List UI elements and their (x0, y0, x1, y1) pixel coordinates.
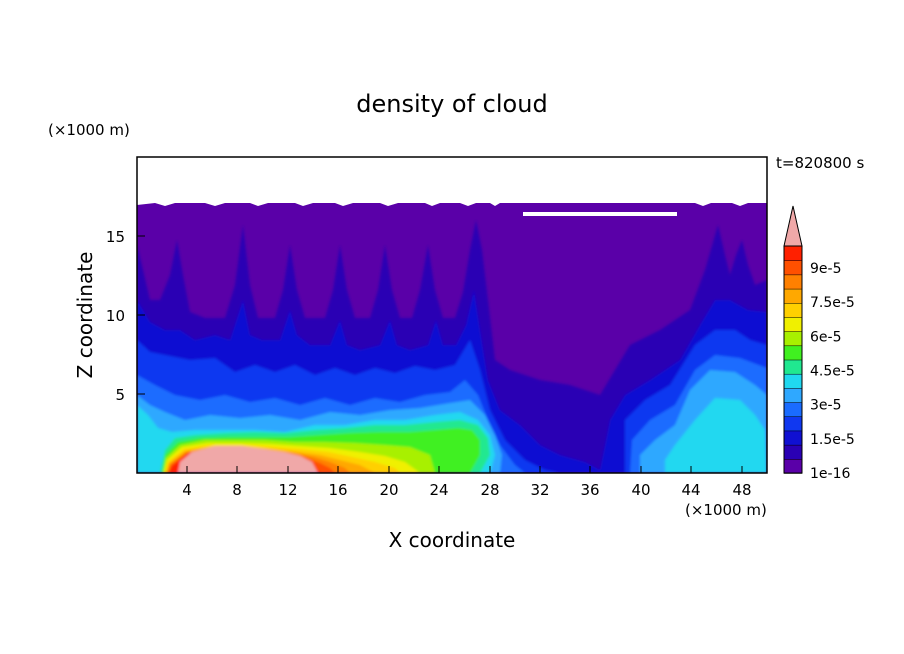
colorbar-swatch (783, 288, 803, 304)
x-tick-label: 32 (530, 481, 549, 499)
colorbar-swatch (783, 316, 803, 332)
x-tick-label: 12 (278, 481, 297, 499)
time-label: t=820800 s (776, 154, 864, 172)
x-tick-label: 36 (580, 481, 599, 499)
colorbar-label: 7.5e-5 (810, 295, 855, 311)
x-tick-label: 40 (631, 481, 650, 499)
chart-title: density of cloud (356, 90, 547, 118)
x-tick-label: 48 (732, 481, 751, 499)
colorbar-swatch (783, 245, 803, 261)
colorbar-swatch (783, 416, 803, 432)
colorbar-label: 4.5e-5 (810, 364, 855, 380)
colorbar-swatch (783, 444, 803, 460)
colorbar-label: 1e-16 (810, 466, 850, 482)
y-tick-label: 15 (106, 228, 125, 246)
colorbar-swatch (783, 458, 803, 474)
colorbar-swatch (783, 430, 803, 446)
colorbar-swatch (783, 259, 803, 276)
colorbar-swatch (783, 401, 803, 417)
x-tick-label: 16 (328, 481, 347, 499)
y-unit-label: (×1000 m) (48, 121, 130, 139)
y-tick-labels: 5 10 15 (106, 228, 125, 404)
colorbar-label: 6e-5 (810, 329, 841, 345)
x-tick-label: 24 (429, 481, 448, 499)
colorbar-swatch (783, 274, 803, 290)
colorbar-swatch (783, 387, 803, 403)
x-tick-label: 20 (379, 481, 398, 499)
y-tick-label: 10 (106, 307, 125, 325)
colorbar-label: 3e-5 (810, 398, 841, 414)
contour-gap-line (523, 212, 677, 216)
colorbar-swatch (783, 373, 803, 389)
x-tick-labels: 4 8 12 16 20 24 28 32 36 40 44 48 (182, 481, 751, 499)
x-tick-label: 8 (232, 481, 242, 499)
colorbar: 1e-16 1.5e-5 3e-5 4.5e-5 6e-5 7.5e-5 9e-5 (783, 205, 855, 482)
colorbar-swatch (783, 359, 803, 375)
colorbar-swatch (783, 330, 803, 347)
colorbar-labels: 1e-16 1.5e-5 3e-5 4.5e-5 6e-5 7.5e-5 9e-5 (810, 261, 855, 482)
y-tick-label: 5 (115, 386, 125, 404)
contour-level-max (178, 446, 318, 473)
colorbar-label: 1.5e-5 (810, 432, 855, 448)
colorbar-swatches (783, 245, 803, 474)
x-axis-ticks (186, 466, 743, 473)
x-tick-label: 28 (480, 481, 499, 499)
y-axis-label: Z coordinate (73, 252, 97, 379)
x-tick-label: 44 (681, 481, 700, 499)
colorbar-max-arrow (783, 205, 803, 247)
x-axis-label: X coordinate (389, 528, 516, 552)
colorbar-swatch (783, 345, 803, 361)
contour-field (137, 157, 767, 473)
colorbar-frame (783, 245, 803, 474)
x-unit-label: (×1000 m) (685, 501, 767, 519)
x-tick-label: 4 (182, 481, 192, 499)
y-axis-ticks (137, 235, 145, 395)
colorbar-swatch (783, 302, 803, 318)
colorbar-label: 9e-5 (810, 261, 841, 277)
